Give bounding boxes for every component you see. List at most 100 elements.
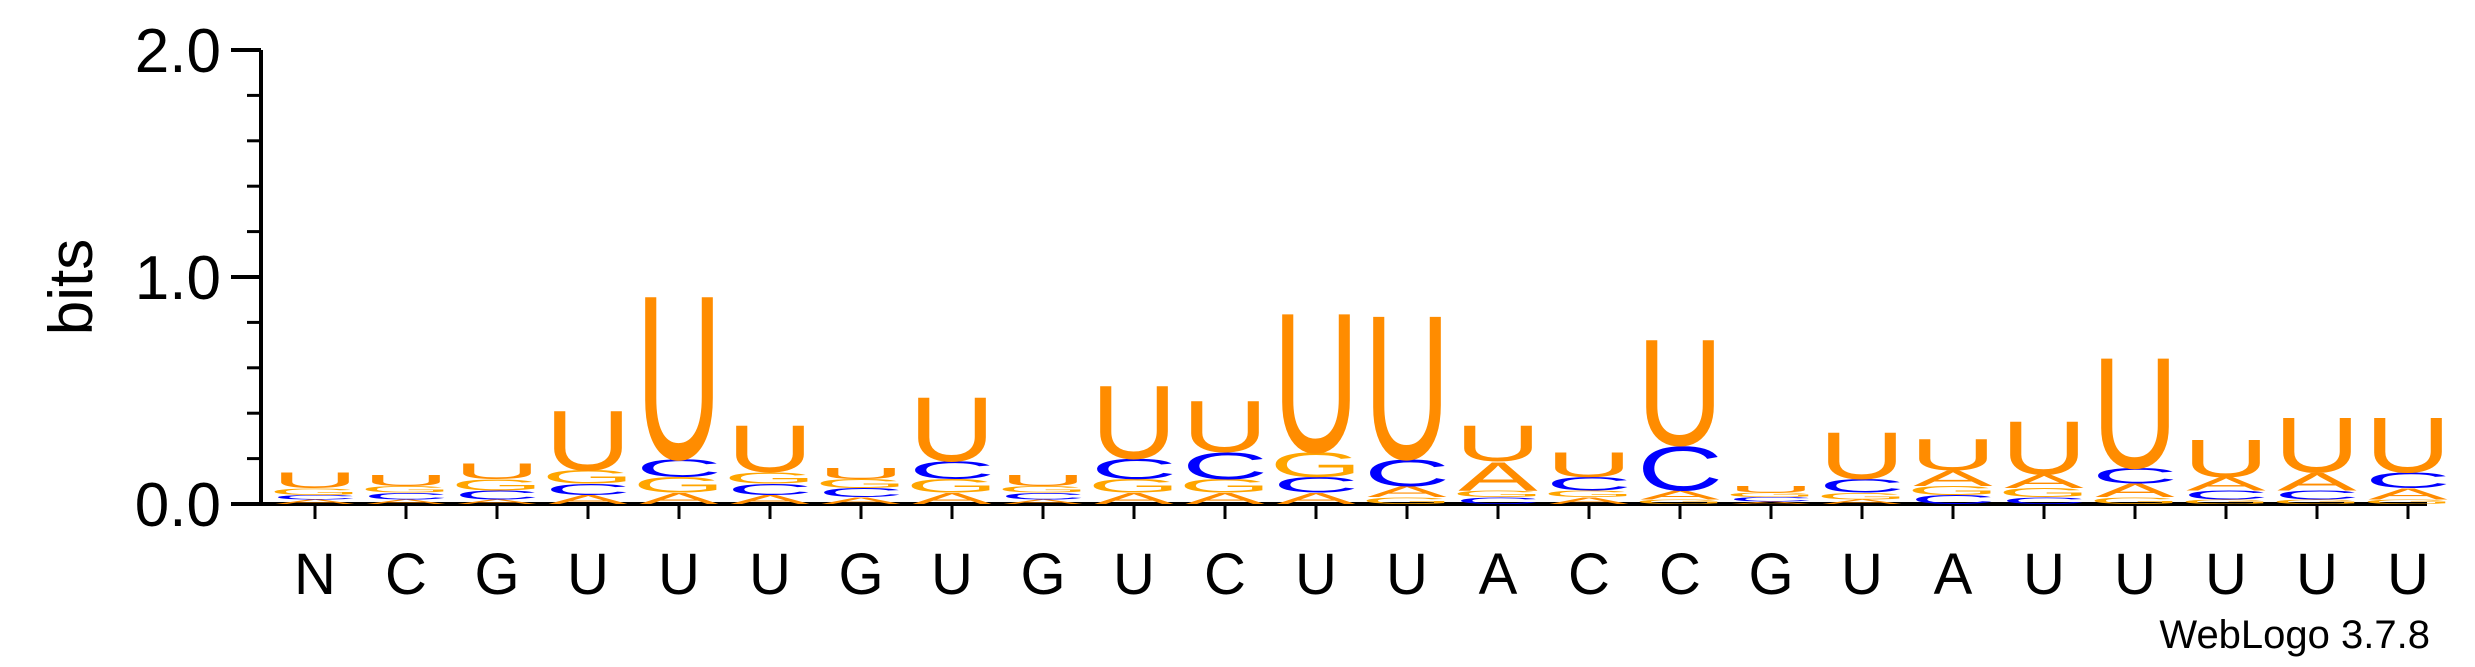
logo-letter-a: A <box>1640 488 1720 502</box>
x-tick-label: U <box>1113 542 1155 607</box>
logo-letter-g: G <box>269 486 362 497</box>
logo-letter-a: A <box>639 490 719 508</box>
logo-letter-a: A <box>2004 471 2084 492</box>
logo-letter-u: U <box>1819 420 1905 494</box>
logo-letter-a: A <box>1185 490 1265 508</box>
x-tick-label: U <box>2296 542 2338 607</box>
logo-letter-c: C <box>363 491 449 502</box>
logo-letter-c: C <box>272 494 358 501</box>
logo-letter-u: U <box>1273 271 1359 494</box>
x-tick-label: A <box>1934 542 1973 607</box>
x-tick-label: U <box>749 542 791 607</box>
logo-letter-u: U <box>909 378 995 481</box>
logo-letter-g: G <box>1725 491 1818 498</box>
logo-letter-c: C <box>454 488 540 502</box>
x-tick-label: G <box>474 542 519 607</box>
logo-letter-g: G <box>1088 476 1181 497</box>
logo-letter-u: U <box>2092 324 2178 502</box>
logo-letter-g: G <box>1543 489 1636 500</box>
y-tick-label: 2.0 <box>135 17 221 86</box>
logo-letter-g: G <box>724 469 817 487</box>
logo-letter-a: A <box>1367 483 1447 501</box>
logo-letter-g: G <box>2362 498 2455 505</box>
logo-letter-c: C <box>1182 445 1268 488</box>
logo-letter-a: A <box>912 490 992 508</box>
x-tick-label: C <box>1204 542 1246 607</box>
logo-letter-u: U <box>636 248 722 509</box>
logo-letter-g: G <box>2089 495 2182 506</box>
logo-letter-u: U <box>727 413 813 487</box>
logo-letter-u: U <box>1000 472 1086 490</box>
logo-letter-g: G <box>1907 483 2000 497</box>
logo-letter-u: U <box>363 472 449 490</box>
logo-letter-c: C <box>1091 454 1177 486</box>
logo-letter-u: U <box>2183 428 2269 489</box>
logo-letter-c: C <box>1455 495 1541 506</box>
logo-letter-g: G <box>542 467 635 488</box>
logo-letter-u: U <box>818 465 904 483</box>
x-tick-label: G <box>838 542 883 607</box>
logo-letter-a: A <box>1731 501 1812 505</box>
logo-letter-g: G <box>451 476 544 494</box>
logo-letter-c: C <box>1728 496 1814 503</box>
logo-letter-c: C <box>818 486 904 500</box>
logo-letter-c: C <box>1273 473 1359 498</box>
logo-letter-a: A <box>1822 498 1902 505</box>
logo-letter-a: A <box>275 498 355 505</box>
x-tick-label: U <box>1841 542 1883 607</box>
logo-letter-c: C <box>2183 488 2269 502</box>
logo-letter-u: U <box>1364 272 1450 502</box>
logo-letter-a: A <box>457 498 537 505</box>
logo-letter-u: U <box>1728 484 1814 495</box>
x-tick-label: G <box>1748 542 1793 607</box>
logo-letter-u: U <box>1546 445 1632 484</box>
x-tick-label: A <box>1479 542 1518 607</box>
logo-letter-c: C <box>1637 434 1723 504</box>
logo-letter-a: A <box>366 498 446 505</box>
logo-letter-u: U <box>2001 407 2087 492</box>
x-tick-label: U <box>931 542 973 607</box>
logo-letter-g: G <box>633 473 726 498</box>
logo-letter-g: G <box>815 477 908 491</box>
y-tick-label: 0.0 <box>135 471 221 540</box>
logo-letter-g: G <box>2180 498 2273 505</box>
logo-letter-g: G <box>360 484 453 495</box>
logo-letter-c: C <box>1000 491 1086 502</box>
logo-letter-g: G <box>1998 486 2091 500</box>
logo-letter-c: C <box>727 481 813 499</box>
logo-letter-g: G <box>997 484 1090 495</box>
x-tick-label: N <box>294 542 336 607</box>
logo-letter-u: U <box>1455 415 1541 472</box>
x-tick-label: U <box>567 542 609 607</box>
logo-letter-c: C <box>1819 476 1905 497</box>
x-tick-label: U <box>2387 542 2429 607</box>
logo-letter-g: G <box>906 476 999 497</box>
logo-letter-u: U <box>2274 401 2360 490</box>
logo-letter-u: U <box>1091 364 1177 481</box>
logo-letter-g: G <box>1179 476 1272 497</box>
logo-letter-a: A <box>2277 468 2357 496</box>
logo-letter-c: C <box>545 481 631 499</box>
x-tick-label: C <box>385 542 427 607</box>
logo-letter-u: U <box>454 459 540 484</box>
logo-letter-a: A <box>1003 498 1083 505</box>
logo-letter-u: U <box>1910 430 1996 479</box>
